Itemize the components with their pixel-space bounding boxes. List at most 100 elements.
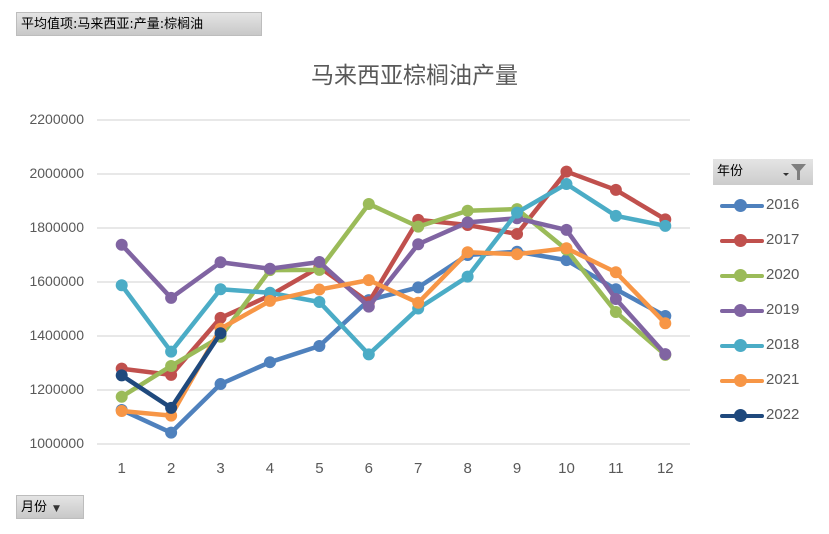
series-2018[interactable]	[115, 177, 672, 361]
legend-label: 2020	[766, 266, 800, 283]
data-point-marker[interactable]	[313, 256, 326, 269]
data-point-marker[interactable]	[659, 317, 672, 330]
legend-label: 2016	[766, 196, 800, 213]
legend-field-label: 年份	[717, 164, 744, 179]
data-point-marker[interactable]	[362, 274, 375, 287]
data-point-marker[interactable]	[214, 283, 227, 296]
y-tick-label: 2000000	[29, 165, 84, 181]
data-point-marker[interactable]	[313, 295, 326, 308]
data-point-marker[interactable]	[412, 296, 425, 309]
data-point-marker[interactable]	[362, 348, 375, 361]
month-field-label: 月份	[21, 500, 48, 515]
x-tick-label: 12	[656, 460, 674, 477]
x-tick-label: 3	[216, 460, 225, 477]
data-point-marker[interactable]	[115, 390, 128, 403]
legend-label: 2017	[766, 231, 800, 248]
series-2019[interactable]	[115, 212, 672, 361]
data-point-marker[interactable]	[165, 291, 178, 304]
x-tick-label: 2	[166, 460, 176, 477]
data-point-marker[interactable]	[214, 311, 227, 324]
filter-dropdown-icon[interactable]	[781, 163, 807, 191]
x-tick-label: 7	[414, 460, 423, 477]
data-point-marker[interactable]	[165, 368, 178, 381]
data-point-marker[interactable]	[659, 348, 672, 361]
x-tick-label: 9	[512, 460, 522, 477]
y-tick-label: 1800000	[29, 219, 84, 235]
x-tick-label: 1	[117, 460, 126, 477]
y-tick-label: 1400000	[29, 327, 84, 343]
data-point-marker[interactable]	[461, 270, 474, 283]
data-point-marker[interactable]	[560, 223, 573, 236]
data-point-marker[interactable]	[461, 246, 474, 259]
series-line[interactable]	[119, 201, 668, 399]
data-point-marker[interactable]	[214, 378, 227, 391]
data-point-marker[interactable]	[362, 197, 375, 210]
data-point-marker[interactable]	[165, 359, 178, 372]
data-point-marker[interactable]	[214, 256, 227, 269]
data-point-marker[interactable]	[115, 238, 128, 251]
data-point-marker[interactable]	[609, 183, 622, 196]
data-point-marker[interactable]	[609, 266, 622, 279]
data-point-marker[interactable]	[263, 356, 276, 369]
data-point-marker[interactable]	[115, 369, 128, 382]
legend-marker-icon	[734, 269, 747, 282]
series-line[interactable]	[119, 216, 668, 357]
x-tick-label: 6	[364, 460, 373, 477]
legend-marker-icon	[734, 199, 747, 212]
data-point-marker[interactable]	[165, 345, 178, 358]
series-2022[interactable]	[115, 327, 227, 414]
legend-label: 2018	[766, 336, 800, 353]
x-tick-label: 11	[608, 460, 624, 477]
value-field-button[interactable]: 平均值项:马来西亚:产量:棕榈油	[16, 12, 262, 36]
data-point-marker[interactable]	[412, 281, 425, 294]
data-point-marker[interactable]	[214, 327, 227, 340]
data-point-marker[interactable]	[511, 248, 524, 261]
legend-label: 2021	[766, 371, 800, 388]
legend-marker-icon	[734, 339, 747, 352]
data-point-marker[interactable]	[362, 300, 375, 313]
data-point-marker[interactable]	[461, 216, 474, 229]
y-tick-label: 1200000	[29, 381, 84, 397]
legend-field-button[interactable]: 年份	[713, 159, 813, 185]
data-point-marker[interactable]	[263, 294, 276, 307]
data-point-marker[interactable]	[560, 165, 573, 178]
data-point-marker[interactable]	[165, 426, 178, 439]
x-tick-label: 10	[558, 460, 575, 477]
data-point-marker[interactable]	[659, 219, 672, 232]
value-field-label: 平均值项:马来西亚:产量:棕榈油	[21, 17, 204, 32]
x-tick-label: 5	[315, 460, 324, 477]
data-point-marker[interactable]	[313, 283, 326, 296]
data-point-marker[interactable]	[412, 220, 425, 233]
chart-title: 马来西亚棕榈油产量	[311, 63, 518, 89]
month-field-button[interactable]: 月份 ▼	[16, 495, 84, 519]
data-point-marker[interactable]	[560, 177, 573, 190]
legend-marker-icon	[734, 409, 747, 422]
data-point-marker[interactable]	[609, 293, 622, 306]
data-point-marker[interactable]	[560, 242, 573, 255]
y-tick-label: 1600000	[29, 273, 84, 289]
series-line[interactable]	[119, 169, 668, 378]
legend-label: 2019	[766, 301, 800, 318]
data-point-marker[interactable]	[609, 209, 622, 222]
data-point-marker[interactable]	[560, 254, 573, 267]
data-point-marker[interactable]	[511, 227, 524, 240]
x-tick-label: 4	[265, 460, 275, 477]
data-point-marker[interactable]	[461, 204, 474, 217]
legend-marker-icon	[734, 374, 747, 387]
data-point-marker[interactable]	[165, 401, 178, 414]
data-point-marker[interactable]	[609, 305, 622, 318]
series-2020[interactable]	[115, 197, 672, 403]
series-line[interactable]	[119, 181, 668, 357]
data-point-marker[interactable]	[115, 405, 128, 418]
y-tick-label: 2200000	[29, 111, 84, 127]
data-point-marker[interactable]	[412, 238, 425, 251]
legend-marker-icon	[734, 234, 747, 247]
data-point-marker[interactable]	[263, 262, 276, 275]
legend-label: 2022	[766, 406, 800, 423]
data-point-marker[interactable]	[313, 339, 326, 352]
legend-marker-icon	[734, 304, 747, 317]
x-tick-label: 8	[463, 460, 472, 477]
data-point-marker[interactable]	[115, 279, 128, 292]
data-point-marker[interactable]	[511, 206, 524, 219]
